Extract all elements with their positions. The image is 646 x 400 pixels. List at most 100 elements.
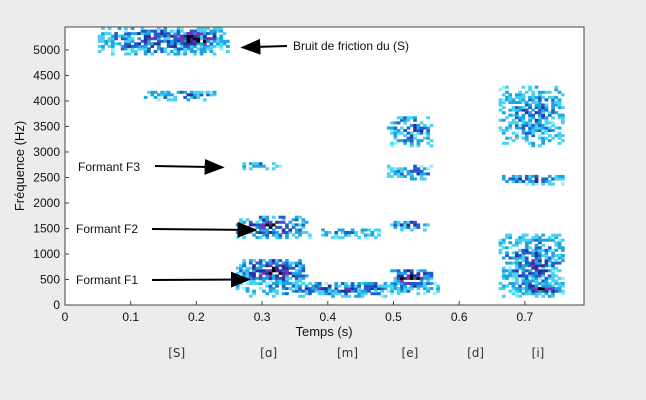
- spectrogram-cell: [508, 108, 513, 112]
- spectrogram-cell: [140, 32, 145, 36]
- spectrogram-cell: [324, 231, 329, 234]
- spectrogram-cell: [429, 164, 434, 168]
- spectrogram-cell: [521, 93, 526, 97]
- spectrogram-cell: [186, 39, 191, 43]
- spectrogram-cell: [176, 32, 181, 36]
- spectrogram-cell: [521, 95, 526, 99]
- spectrogram-cell: [203, 32, 207, 36]
- spectrogram-cell: [538, 136, 542, 140]
- spectrogram-cell: [396, 292, 401, 296]
- spectrogram-cell: [515, 289, 519, 293]
- spectrogram-cell: [426, 271, 430, 275]
- spectrogram-cell: [511, 101, 516, 104]
- spectrogram-cell: [551, 274, 555, 278]
- spectrogram-cell: [153, 50, 158, 53]
- spectrogram-cell: [239, 264, 243, 268]
- spectrogram-cell: [331, 289, 335, 293]
- spectrogram-cell: [212, 44, 217, 48]
- spectrogram-cell: [344, 289, 348, 293]
- spectrogram-cell: [508, 282, 513, 285]
- spectrogram-cell: [176, 52, 181, 56]
- spectrogram-cell: [130, 27, 135, 30]
- spectrogram-cell: [134, 42, 138, 46]
- spectrogram-cell: [278, 269, 283, 273]
- spectrogram-cell: [515, 256, 519, 260]
- spectrogram-cell: [101, 27, 105, 30]
- spectrogram-cell: [393, 269, 398, 273]
- spectrogram-cell: [551, 111, 555, 115]
- spectrogram-cell: [111, 44, 115, 48]
- spectrogram-cell: [327, 292, 332, 296]
- spectrogram-cell: [219, 44, 224, 48]
- spectrogram-cell: [196, 47, 201, 51]
- spectrogram-cell: [235, 223, 240, 227]
- spectrogram-cell: [278, 282, 283, 285]
- spectrogram-cell: [107, 37, 112, 41]
- spectrogram-cell: [265, 276, 270, 280]
- spectrogram-cell: [511, 269, 516, 273]
- spectrogram-cell: [518, 261, 522, 265]
- spectrogram-cell: [551, 261, 555, 265]
- spectrogram-cell: [534, 259, 539, 263]
- spectrogram-cell: [554, 287, 559, 291]
- spectrogram-cell: [423, 131, 427, 135]
- spectrogram-cell: [531, 174, 536, 178]
- spectrogram-cell: [163, 32, 168, 36]
- spectrogram-cell: [521, 248, 526, 252]
- spectrogram-cell: [534, 251, 539, 255]
- spectrogram-cell: [538, 264, 542, 268]
- spectrogram-cell: [409, 276, 414, 280]
- spectrogram-cell: [166, 44, 171, 48]
- spectrogram-cell: [413, 276, 417, 280]
- spectrogram-cell: [534, 85, 539, 89]
- spectrogram-cell: [426, 131, 430, 135]
- spectrogram-cell: [97, 39, 102, 43]
- spectrogram-cell: [242, 162, 247, 166]
- spectrogram-cell: [245, 231, 250, 234]
- spectrogram-cell: [337, 228, 342, 232]
- spectrogram-cell: [524, 274, 529, 278]
- spectrogram-cell: [193, 32, 197, 36]
- spectrogram-cell: [173, 44, 178, 48]
- spectrogram-cell: [538, 271, 542, 275]
- spectrogram-cell: [541, 136, 545, 140]
- spectrogram-cell: [400, 223, 404, 227]
- spectrogram-cell: [534, 111, 539, 115]
- spectrogram-cell: [534, 98, 539, 102]
- spectrogram-cell: [285, 264, 289, 268]
- spectrogram-cell: [561, 254, 565, 257]
- spectrogram-cell: [288, 264, 293, 268]
- spectrogram-cell: [203, 50, 207, 53]
- spectrogram-cell: [344, 282, 348, 285]
- spectrogram-cell: [419, 139, 424, 143]
- spectrogram-cell: [196, 39, 201, 43]
- spectrogram-cell: [390, 223, 394, 227]
- spectrogram-cell: [147, 32, 151, 36]
- spectrogram-cell: [285, 259, 289, 263]
- spectrogram-cell: [531, 276, 536, 280]
- spectrogram-cell: [268, 274, 273, 278]
- spectrogram-cell: [212, 27, 217, 30]
- spectrogram-cell: [393, 276, 398, 280]
- spectrogram-cell: [436, 284, 440, 288]
- spectrogram-cell: [521, 251, 526, 255]
- spectrogram-cell: [501, 131, 506, 135]
- spectrogram-cell: [531, 236, 536, 240]
- spectrogram-cell: [219, 47, 224, 51]
- spectrogram-cell: [534, 101, 539, 104]
- spectrogram-cell: [528, 289, 532, 293]
- spectrogram-cell: [531, 134, 536, 138]
- spectrogram-cell: [534, 236, 539, 240]
- spectrogram-cell: [531, 108, 536, 112]
- spectrogram-cell: [193, 37, 197, 41]
- spectrogram-cell: [288, 261, 293, 265]
- spectrogram-cell: [544, 282, 549, 285]
- spectrogram-cell: [541, 269, 545, 273]
- spectrogram-cell: [262, 225, 266, 229]
- spectrogram-cell: [334, 287, 339, 291]
- spectrogram-cell: [501, 174, 506, 178]
- spectrogram-cell: [278, 220, 283, 224]
- spectrogram-cell: [400, 271, 404, 275]
- spectrogram-cell: [551, 108, 555, 112]
- spectrogram-cell: [153, 95, 158, 99]
